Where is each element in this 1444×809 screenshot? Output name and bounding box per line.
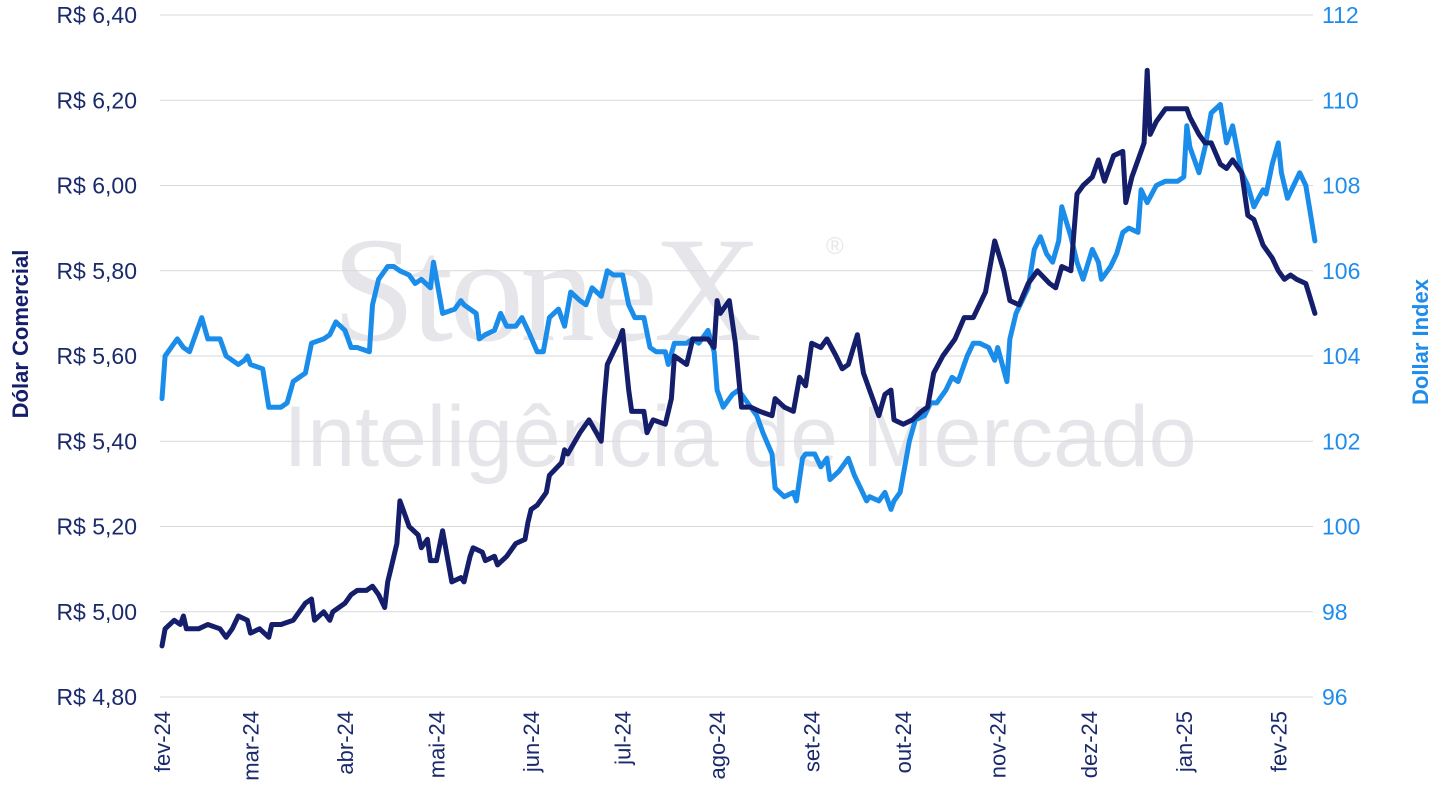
left-tick-label: R$ 6,40 [56, 2, 137, 28]
x-axis-ticks: fev-24 mar-24 abr-24 mai-24 jun-24 jul-24 ago-… [150, 711, 1291, 781]
x-tick-label: set-24 [800, 711, 825, 772]
right-tick-label: 104 [1322, 343, 1361, 369]
left-axis-title: Dólar Comercial [8, 250, 33, 419]
left-tick-label: R$ 5,00 [56, 599, 137, 625]
right-tick-label: 108 [1322, 173, 1360, 199]
right-tick-label: 110 [1322, 87, 1359, 113]
series-lines [159, 67, 1318, 649]
left-tick-label: R$ 6,20 [56, 87, 137, 113]
right-tick-label: 96 [1322, 684, 1348, 710]
x-tick-label: mar-24 [239, 711, 264, 781]
right-axis-title: Dollar Index [1408, 278, 1433, 405]
x-tick-label: jul-24 [611, 711, 636, 766]
dollar-index-line [159, 102, 1318, 512]
x-tick-label: mai-24 [425, 711, 450, 778]
right-tick-label: 102 [1322, 428, 1360, 454]
right-tick-label: 98 [1322, 599, 1348, 625]
gridlines [160, 14, 1313, 698]
stonex-watermark: StoneX ® Inteligência de Mercado [283, 207, 1196, 485]
dolar-comercial-line [159, 67, 1318, 649]
x-tick-label: fev-25 [1266, 711, 1291, 772]
x-tick-label: out-24 [891, 711, 916, 773]
x-tick-label: jan-25 [1172, 711, 1197, 773]
x-tick-label: dez-24 [1077, 711, 1102, 778]
left-tick-label: R$ 5,80 [56, 258, 137, 284]
right-tick-label: 112 [1322, 2, 1359, 28]
x-tick-label: abr-24 [333, 711, 358, 775]
left-tick-label: R$ 5,40 [56, 428, 137, 454]
x-tick-label: jun-24 [519, 711, 544, 773]
x-tick-label: nov-24 [986, 711, 1011, 778]
right-tick-label: 106 [1322, 258, 1360, 284]
right-axis-ticks: 96 98 100 102 104 106 108 110 112 [1322, 2, 1361, 710]
x-tick-label: ago-24 [705, 711, 730, 780]
right-tick-label: 100 [1322, 514, 1360, 540]
left-tick-label: R$ 5,20 [56, 514, 137, 540]
left-tick-label: R$ 6,00 [56, 173, 137, 199]
x-tick-label: fev-24 [150, 711, 175, 772]
left-axis-ticks: R$ 4,80 R$ 5,00 R$ 5,20 R$ 5,40 R$ 5,60 R$ 5,… [56, 2, 137, 710]
left-tick-label: R$ 5,60 [56, 343, 137, 369]
left-tick-label: R$ 4,80 [56, 684, 137, 710]
watermark-registered-mark: ® [826, 233, 844, 260]
